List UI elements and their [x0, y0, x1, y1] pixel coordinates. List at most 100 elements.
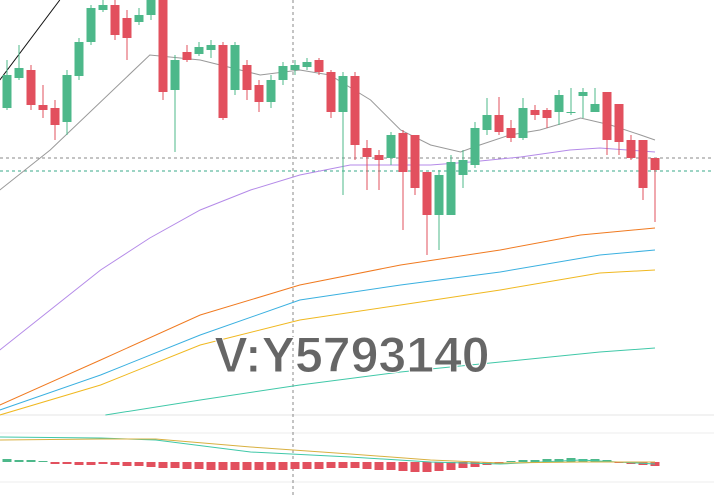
histogram-bar: [254, 462, 264, 470]
histogram-bar: [530, 460, 540, 462]
candle-body: [602, 92, 612, 140]
histogram-bar: [98, 462, 108, 464]
histogram-bar: [218, 462, 228, 470]
line-ma60: [0, 269, 656, 416]
histogram-bar: [518, 460, 528, 462]
marks: [0, 0, 660, 472]
histogram-bar: [158, 462, 168, 468]
histogram-bar: [410, 462, 420, 472]
histogram-bar: [206, 462, 216, 470]
histogram-bar: [506, 461, 516, 462]
histogram-bar: [278, 462, 288, 470]
candle-body: [170, 60, 180, 90]
histogram-bar: [62, 462, 72, 464]
candle-body: [638, 140, 648, 188]
histogram-bar: [110, 462, 120, 465]
candle-body: [614, 104, 624, 142]
candle-body: [2, 75, 12, 108]
candle-body: [62, 75, 72, 122]
candle-body: [542, 110, 552, 118]
candle-body: [482, 115, 492, 130]
candle-body: [530, 110, 540, 115]
histogram-bar: [182, 462, 192, 469]
candle-body: [134, 15, 144, 22]
histogram-bar: [446, 462, 456, 470]
candle-body: [314, 60, 324, 72]
histogram-bar: [374, 462, 384, 470]
candle-body: [146, 0, 156, 15]
candle-body: [494, 115, 504, 132]
histogram-bar: [302, 462, 312, 469]
candle-body: [122, 18, 132, 38]
histogram-bar: [230, 462, 240, 470]
candle-body: [506, 128, 516, 138]
candle-body: [338, 76, 348, 112]
candle-body: [50, 108, 60, 125]
candle-body: [458, 160, 468, 175]
candle-body: [230, 45, 240, 90]
histogram-bar: [26, 460, 36, 462]
candle-body: [38, 105, 48, 110]
histogram-bar: [458, 462, 468, 468]
histogram-bar: [470, 462, 480, 467]
histogram-bar: [434, 462, 444, 471]
candle-body: [374, 155, 384, 160]
candle-body: [566, 112, 576, 113]
candle-body: [434, 175, 444, 215]
candle-body: [650, 158, 660, 170]
histogram-bar: [554, 459, 564, 462]
candle-body: [386, 135, 396, 158]
line-ma20: [0, 227, 656, 406]
candle-body: [590, 104, 600, 112]
histogram-bar: [74, 462, 84, 465]
histogram-bar: [386, 462, 396, 470]
histogram-bar: [122, 462, 132, 466]
histogram-bar: [86, 462, 96, 465]
histogram-bar: [14, 460, 24, 462]
candle-body: [362, 148, 372, 157]
histogram-bar: [338, 462, 348, 468]
candle-body: [578, 92, 588, 96]
histogram-bar: [242, 462, 252, 470]
histogram-bar: [134, 462, 144, 466]
candle-body: [98, 5, 108, 10]
candle-body: [278, 66, 288, 80]
line-ma120: [105, 347, 656, 416]
line-ma30: [0, 249, 656, 411]
histogram-bar: [314, 462, 324, 469]
candle-body: [242, 65, 252, 90]
candle-body: [518, 108, 528, 138]
candle-body: [14, 68, 24, 78]
candle-body: [326, 72, 336, 112]
line-trend: [0, 0, 61, 81]
candle-body: [290, 65, 300, 70]
candle-body: [206, 45, 216, 50]
candle-body: [218, 45, 228, 118]
histogram-bar: [38, 461, 48, 462]
candle-body: [26, 70, 36, 105]
histogram-bar: [422, 462, 432, 472]
histogram-bar: [290, 462, 300, 469]
candle-body: [422, 172, 432, 215]
candle-body: [350, 76, 360, 145]
watermark: V:Y5793140: [214, 327, 489, 383]
histogram-bar: [362, 462, 372, 469]
candle-body: [74, 42, 84, 76]
candle-body: [182, 52, 192, 60]
histogram-bar: [266, 462, 276, 470]
candle-body: [470, 128, 480, 165]
candle-body: [410, 135, 420, 188]
candle-body: [110, 5, 120, 35]
candle-body: [254, 85, 264, 102]
histogram-bar: [398, 462, 408, 471]
histogram-bar: [50, 462, 60, 464]
histogram-bar: [542, 459, 552, 462]
candle-body: [398, 133, 408, 172]
histogram-bar: [2, 459, 12, 462]
candle-body: [302, 62, 312, 67]
line-dea: [0, 438, 655, 464]
candle-body: [626, 140, 636, 158]
histogram-bar: [170, 462, 180, 468]
line-ma10: [0, 147, 656, 351]
